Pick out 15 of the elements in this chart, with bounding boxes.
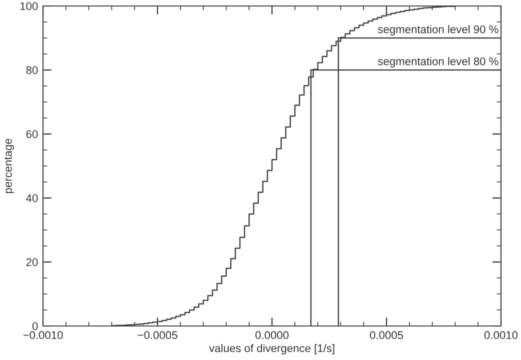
- x-tick-label: 0.0000: [255, 331, 289, 340]
- y-tick-label: 100: [20, 2, 38, 10]
- y-tick-label: 80: [26, 66, 38, 74]
- y-tick-label: 20: [26, 258, 38, 266]
- x-tick-label: −0.0010: [23, 331, 63, 340]
- ref-line-label: segmentation level 80 %: [378, 57, 498, 68]
- y-axis-title: percentage: [4, 138, 14, 194]
- ref-line-label: segmentation level 90 %: [378, 25, 498, 36]
- x-tick-label: 0.0005: [370, 331, 404, 340]
- y-tick-label: 0: [32, 322, 38, 330]
- y-tick-label: 40: [26, 194, 38, 202]
- x-tick-label: −0.0005: [138, 331, 178, 340]
- y-tick-label: 60: [26, 130, 38, 138]
- x-tick-label: 0.0010: [484, 331, 518, 340]
- x-axis-title: values of divergence [1/s]: [209, 344, 334, 354]
